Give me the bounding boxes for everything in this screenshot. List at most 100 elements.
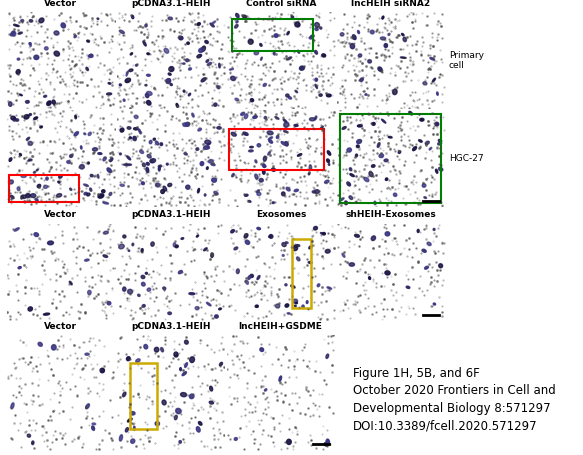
Ellipse shape [388, 136, 392, 138]
Text: Exosomes: Exosomes [256, 210, 306, 219]
Ellipse shape [21, 20, 24, 22]
Ellipse shape [26, 137, 30, 140]
Bar [233, 19, 313, 51]
Ellipse shape [272, 202, 275, 204]
Ellipse shape [185, 59, 189, 61]
Ellipse shape [90, 188, 92, 191]
Ellipse shape [205, 40, 208, 43]
Ellipse shape [12, 31, 16, 36]
Ellipse shape [34, 233, 38, 237]
Ellipse shape [265, 389, 267, 391]
Ellipse shape [192, 113, 194, 117]
Ellipse shape [297, 257, 300, 261]
Ellipse shape [127, 357, 130, 360]
Ellipse shape [388, 136, 392, 138]
Ellipse shape [425, 141, 429, 145]
Ellipse shape [235, 25, 238, 28]
Ellipse shape [98, 194, 104, 198]
Ellipse shape [208, 146, 209, 149]
Ellipse shape [31, 441, 34, 445]
Ellipse shape [315, 28, 318, 30]
Ellipse shape [18, 267, 21, 269]
Ellipse shape [128, 250, 129, 252]
Ellipse shape [377, 143, 380, 147]
Ellipse shape [122, 287, 126, 291]
Ellipse shape [129, 69, 133, 71]
Ellipse shape [146, 162, 149, 165]
Ellipse shape [339, 198, 344, 201]
Ellipse shape [262, 170, 265, 174]
Ellipse shape [257, 190, 259, 192]
Ellipse shape [377, 142, 380, 147]
Ellipse shape [145, 273, 147, 274]
Ellipse shape [302, 305, 304, 308]
Ellipse shape [84, 184, 89, 186]
Ellipse shape [135, 65, 138, 66]
Ellipse shape [146, 91, 152, 96]
Ellipse shape [74, 35, 76, 38]
Ellipse shape [260, 348, 264, 352]
Text: pCDNA3.1-HEIH: pCDNA3.1-HEIH [131, 210, 210, 219]
Ellipse shape [125, 164, 132, 166]
Ellipse shape [420, 118, 424, 121]
Ellipse shape [264, 116, 266, 119]
Ellipse shape [219, 362, 223, 366]
Ellipse shape [80, 146, 82, 149]
Ellipse shape [241, 112, 245, 116]
Ellipse shape [11, 116, 15, 120]
Ellipse shape [433, 228, 435, 231]
Ellipse shape [286, 94, 289, 97]
Ellipse shape [279, 376, 282, 381]
Ellipse shape [86, 67, 89, 71]
Ellipse shape [103, 255, 108, 258]
Ellipse shape [360, 78, 363, 81]
Ellipse shape [176, 409, 181, 414]
Ellipse shape [231, 173, 234, 177]
Ellipse shape [196, 148, 199, 150]
Ellipse shape [44, 185, 48, 188]
Ellipse shape [294, 125, 298, 126]
Ellipse shape [231, 132, 236, 136]
Ellipse shape [245, 194, 248, 196]
Ellipse shape [433, 78, 436, 82]
Ellipse shape [182, 372, 187, 375]
Ellipse shape [252, 116, 258, 119]
Ellipse shape [155, 183, 160, 187]
Ellipse shape [272, 202, 274, 203]
Ellipse shape [294, 305, 296, 307]
Ellipse shape [185, 340, 188, 344]
Ellipse shape [306, 301, 308, 303]
Ellipse shape [162, 400, 166, 405]
Ellipse shape [209, 160, 213, 163]
Ellipse shape [268, 136, 273, 140]
Ellipse shape [310, 165, 312, 170]
Ellipse shape [107, 302, 111, 305]
Ellipse shape [59, 175, 62, 178]
Ellipse shape [168, 73, 171, 75]
Ellipse shape [206, 302, 211, 306]
Ellipse shape [87, 40, 89, 42]
Ellipse shape [248, 39, 254, 45]
Ellipse shape [167, 79, 170, 82]
Text: Primary
cell: Primary cell [449, 51, 484, 70]
Ellipse shape [198, 422, 202, 425]
Ellipse shape [179, 440, 181, 443]
Ellipse shape [417, 229, 419, 233]
Ellipse shape [125, 428, 128, 432]
Ellipse shape [146, 74, 150, 76]
Ellipse shape [257, 192, 261, 196]
Ellipse shape [422, 184, 426, 187]
Ellipse shape [85, 259, 89, 261]
Ellipse shape [163, 186, 167, 191]
Ellipse shape [257, 276, 260, 279]
Ellipse shape [295, 91, 297, 93]
Ellipse shape [356, 145, 359, 147]
Ellipse shape [185, 122, 190, 126]
Ellipse shape [10, 31, 15, 36]
Ellipse shape [393, 89, 397, 95]
Ellipse shape [203, 248, 207, 251]
Ellipse shape [282, 192, 285, 196]
Ellipse shape [422, 249, 426, 253]
Ellipse shape [176, 104, 178, 107]
Ellipse shape [317, 284, 320, 287]
